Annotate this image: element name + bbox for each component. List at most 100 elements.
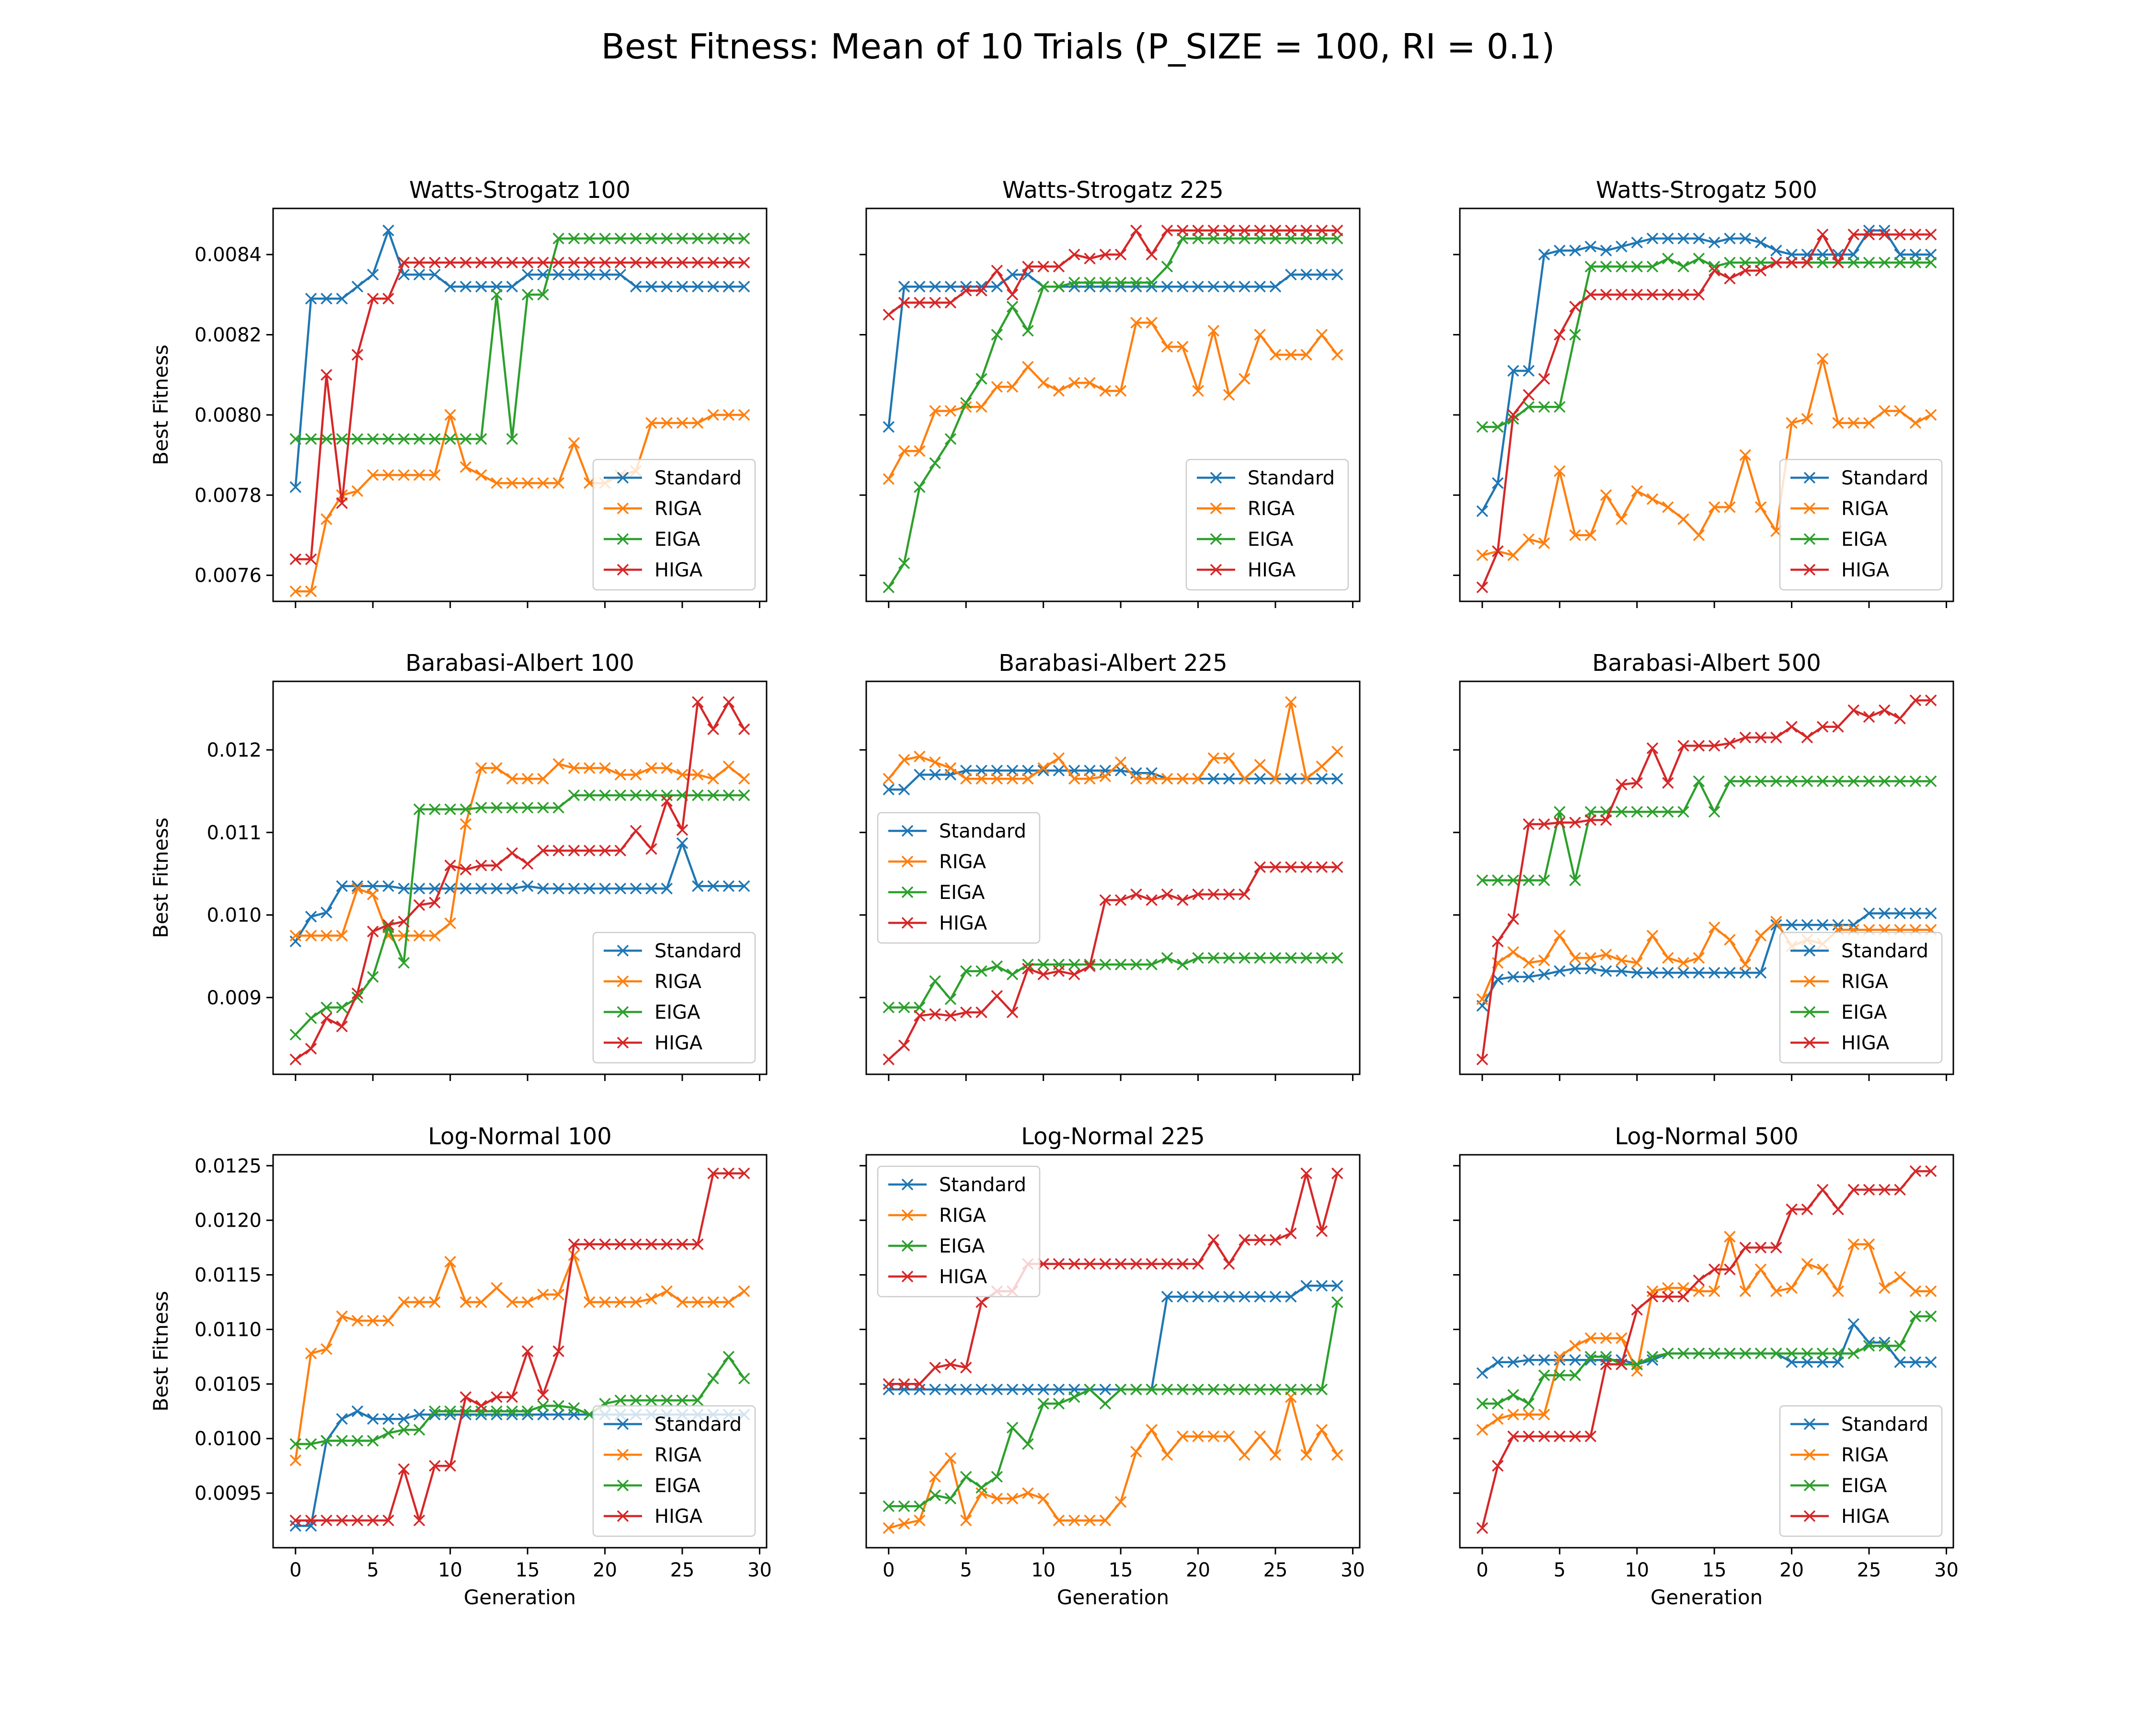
data-point-marker bbox=[1269, 952, 1282, 964]
data-point-marker bbox=[692, 696, 704, 708]
data-point-marker bbox=[537, 1408, 549, 1421]
data-point-marker bbox=[289, 585, 302, 598]
x-tick-label: 25 bbox=[1857, 1559, 1881, 1581]
data-point-marker bbox=[1037, 968, 1049, 980]
data-point-marker bbox=[1130, 773, 1142, 785]
data-point-marker bbox=[661, 417, 673, 429]
data-point-marker bbox=[1693, 253, 1705, 264]
legend-item: HIGA bbox=[1790, 1506, 1890, 1528]
data-point-marker bbox=[1925, 229, 1937, 241]
plot-frame bbox=[1459, 1154, 1954, 1549]
legend-item: EIGA bbox=[1790, 1475, 1887, 1497]
data-point-marker bbox=[1177, 1290, 1189, 1303]
data-point-marker bbox=[1239, 1234, 1250, 1246]
data-point-marker bbox=[1554, 1351, 1566, 1363]
data-point-marker bbox=[1523, 533, 1535, 545]
data-point-marker bbox=[1801, 1203, 1813, 1216]
data-point-marker bbox=[630, 883, 642, 895]
data-point-marker bbox=[459, 818, 472, 830]
data-point-marker bbox=[1068, 958, 1080, 971]
data-point-marker bbox=[661, 1238, 673, 1251]
data-point-marker bbox=[537, 883, 549, 895]
data-point-marker bbox=[506, 1296, 518, 1308]
data-point-marker bbox=[537, 844, 549, 857]
data-point-marker bbox=[1177, 1258, 1189, 1270]
data-point-marker bbox=[552, 1400, 564, 1412]
data-point-marker bbox=[1006, 968, 1019, 980]
legend-item: EIGA bbox=[1197, 529, 1294, 551]
data-point-marker bbox=[1693, 740, 1705, 752]
data-point-marker bbox=[898, 280, 910, 293]
data-point-marker bbox=[584, 268, 596, 281]
data-point-marker bbox=[1801, 775, 1813, 787]
data-point-marker bbox=[1022, 958, 1034, 971]
legend-frame bbox=[877, 1165, 1041, 1298]
data-point-marker bbox=[1269, 773, 1282, 785]
legend-marker bbox=[901, 1178, 914, 1191]
data-point-marker bbox=[1192, 1430, 1204, 1442]
data-point-marker bbox=[1053, 385, 1065, 397]
legend-marker bbox=[901, 855, 914, 868]
data-point-marker bbox=[1554, 805, 1566, 818]
data-point-marker bbox=[367, 293, 379, 305]
legend-marker bbox=[617, 1036, 629, 1049]
data-point-marker bbox=[883, 1001, 895, 1013]
series-line bbox=[295, 261, 745, 561]
data-point-marker bbox=[944, 1383, 957, 1395]
data-point-marker bbox=[1538, 818, 1550, 830]
data-point-marker bbox=[1254, 280, 1266, 293]
data-point-marker bbox=[929, 1361, 941, 1374]
y-tick-label: 0.0125 bbox=[195, 1155, 262, 1177]
data-point-marker bbox=[1724, 737, 1736, 749]
data-point-marker bbox=[1739, 232, 1751, 244]
data-point-marker bbox=[1239, 1290, 1250, 1303]
legend-label: RIGA bbox=[939, 851, 986, 873]
series-riga bbox=[289, 758, 750, 942]
y-tick-label: 0.0100 bbox=[195, 1428, 262, 1450]
legend: Standard RIGA EIGA HIGA bbox=[1779, 1405, 1943, 1537]
data-point-marker bbox=[1084, 960, 1096, 972]
data-point-marker bbox=[459, 803, 472, 816]
data-point-marker bbox=[1130, 317, 1142, 329]
data-point-marker bbox=[1847, 417, 1859, 429]
series-higa bbox=[1476, 1165, 1937, 1534]
data-point-marker bbox=[883, 1053, 895, 1066]
data-point-marker bbox=[1863, 229, 1875, 241]
series-line bbox=[295, 1172, 745, 1522]
data-point-marker bbox=[1114, 756, 1127, 769]
data-point-marker bbox=[1084, 276, 1096, 289]
data-point-marker bbox=[1523, 957, 1535, 969]
data-point-marker bbox=[1053, 752, 1065, 764]
y-tick-label: 0.0084 bbox=[195, 244, 262, 266]
data-point-marker bbox=[459, 461, 472, 473]
data-point-marker bbox=[1770, 775, 1782, 787]
series-higa bbox=[289, 256, 750, 565]
legend: Standard RIGA EIGA HIGA bbox=[877, 1165, 1041, 1298]
data-point-marker bbox=[1724, 501, 1736, 513]
data-point-marker bbox=[722, 256, 735, 269]
legend-marker bbox=[1803, 944, 1816, 957]
data-point-marker bbox=[1693, 529, 1705, 541]
data-point-marker bbox=[614, 769, 627, 781]
data-point-marker bbox=[475, 1296, 487, 1308]
data-point-marker bbox=[1816, 1263, 1829, 1276]
data-point-marker bbox=[429, 1405, 441, 1417]
data-point-marker bbox=[1331, 1167, 1343, 1179]
data-point-marker bbox=[1925, 1356, 1937, 1368]
data-point-marker bbox=[1554, 1369, 1566, 1381]
data-point-marker bbox=[975, 764, 987, 777]
data-point-marker bbox=[305, 930, 317, 942]
series-line bbox=[294, 842, 745, 942]
data-point-marker bbox=[1724, 1263, 1736, 1276]
plot-frame bbox=[1459, 207, 1954, 602]
data-point-marker bbox=[1254, 759, 1266, 771]
subplot-title: Barabasi-Albert 100 bbox=[405, 650, 634, 677]
data-point-marker bbox=[351, 349, 364, 361]
data-point-marker bbox=[429, 1460, 441, 1472]
data-point-marker bbox=[1269, 1383, 1282, 1395]
data-point-marker bbox=[521, 288, 534, 301]
data-point-marker bbox=[630, 1296, 642, 1308]
data-point-marker bbox=[883, 1383, 895, 1395]
legend-item: Standard bbox=[888, 1174, 1026, 1196]
legend-label: HIGA bbox=[1841, 1506, 1890, 1528]
